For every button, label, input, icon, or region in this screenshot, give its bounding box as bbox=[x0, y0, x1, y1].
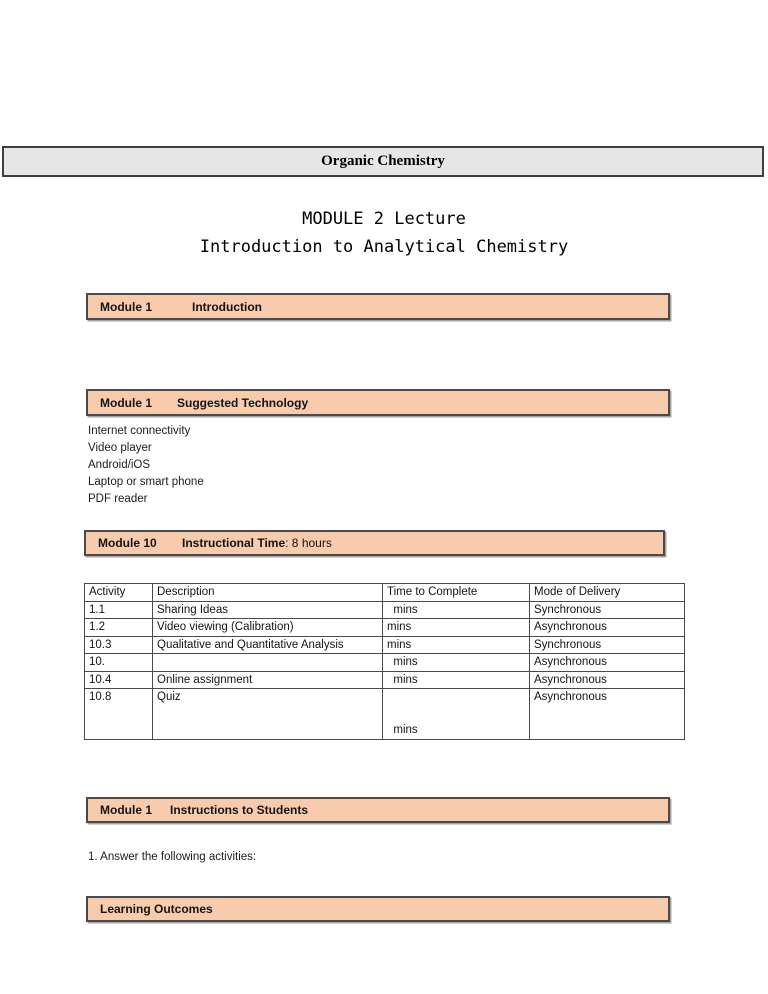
module-banner-label: Module 10 bbox=[98, 536, 157, 550]
technology-list-item: Laptop or smart phone bbox=[88, 476, 204, 488]
cell-description: Qualitative and Quantitative Analysis bbox=[152, 635, 383, 654]
cell-time: mins bbox=[382, 670, 530, 689]
module-banner-instructional-time: Module 10 Instructional Time: 8 hours bbox=[84, 530, 665, 556]
cell-description: Quiz bbox=[152, 688, 383, 740]
cell-description bbox=[152, 653, 383, 672]
column-header-mode: Mode of Delivery bbox=[529, 583, 685, 602]
column-header-time: Time to Complete bbox=[382, 583, 530, 602]
course-title: Organic Chemistry bbox=[321, 153, 445, 169]
module-banner-label: Module 1 bbox=[100, 299, 153, 314]
cell-time: mins bbox=[382, 653, 530, 672]
cell-time: mins bbox=[382, 635, 530, 654]
cell-mode: Asynchronous bbox=[529, 653, 685, 672]
cell-time: mins bbox=[382, 618, 530, 637]
module-banner-instructions: Module 1 Instructions to Students bbox=[86, 797, 670, 823]
page-title-line2: Introduction to Analytical Chemistry bbox=[199, 237, 569, 257]
technology-list-item: Video player bbox=[88, 442, 152, 454]
cell-activity: 1.1 bbox=[84, 600, 153, 619]
module-banner-learning-outcomes: Learning Outcomes bbox=[86, 896, 670, 922]
cell-time: mins bbox=[382, 600, 530, 619]
table-row: 10.3 Qualitative and Quantitative Analys… bbox=[84, 635, 685, 654]
module-banner-label: Module 1 bbox=[100, 803, 153, 817]
cell-mode: Synchronous bbox=[529, 635, 685, 654]
module-banner-technology: Module 1 Suggested Technology bbox=[86, 389, 670, 416]
cell-activity: 10.3 bbox=[84, 635, 153, 654]
table-row: 10.4 Online assignment mins Asynchronous bbox=[84, 670, 685, 689]
module-banner-title: Learning Outcomes bbox=[100, 902, 213, 916]
activities-table: Activity Description Time to Complete Mo… bbox=[84, 583, 685, 740]
cell-activity: 10.4 bbox=[84, 670, 153, 689]
table-row: 1.2 Video viewing (Calibration) mins Asy… bbox=[84, 618, 685, 637]
cell-description: Sharing Ideas bbox=[152, 600, 383, 619]
module-banner-introduction: Module 1 Introduction bbox=[86, 293, 670, 320]
page-title-line1: MODULE 2 Lecture bbox=[302, 209, 466, 229]
column-header-description: Description bbox=[152, 583, 383, 602]
module-banner-title-value: : 8 hours bbox=[285, 536, 332, 550]
technology-list-item: Android/iOS bbox=[88, 459, 151, 471]
cell-description: Online assignment bbox=[152, 670, 383, 689]
technology-list-item: Internet connectivity bbox=[88, 425, 191, 437]
technology-list: Internet connectivity Video player Andro… bbox=[88, 423, 488, 508]
cell-activity: 10.8 bbox=[84, 688, 153, 740]
technology-list-item: PDF reader bbox=[88, 493, 148, 505]
module-banner-title: Suggested Technology bbox=[177, 395, 309, 410]
course-title-banner: Organic Chemistry bbox=[2, 146, 764, 177]
module-banner-title: Introduction bbox=[192, 299, 262, 314]
cell-description: Video viewing (Calibration) bbox=[152, 618, 383, 637]
table-header-row: Activity Description Time to Complete Mo… bbox=[84, 583, 685, 602]
cell-activity: 10. bbox=[84, 653, 153, 672]
cell-activity: 1.2 bbox=[84, 618, 153, 637]
column-header-activity: Activity bbox=[84, 583, 153, 602]
table-row: 10.8 Quiz mins Asynchronous bbox=[84, 688, 685, 740]
cell-mode: Asynchronous bbox=[529, 688, 685, 740]
instructions-paragraph: 1. Answer the following activities: bbox=[88, 851, 257, 863]
cell-mode: Synchronous bbox=[529, 600, 685, 619]
table-row: 10. mins Asynchronous bbox=[84, 653, 685, 672]
table-row: 1.1 Sharing Ideas mins Synchronous bbox=[84, 600, 685, 619]
cell-mode: Asynchronous bbox=[529, 670, 685, 689]
cell-mode: Asynchronous bbox=[529, 618, 685, 637]
module-banner-label: Module 1 bbox=[100, 395, 153, 410]
module-banner-title: Instructional Time bbox=[182, 536, 286, 550]
cell-time: mins bbox=[382, 688, 530, 740]
module-banner-title: Instructions to Students bbox=[170, 803, 308, 817]
page-title: MODULE 2 Lecture Introduction to Analyti… bbox=[0, 205, 768, 261]
